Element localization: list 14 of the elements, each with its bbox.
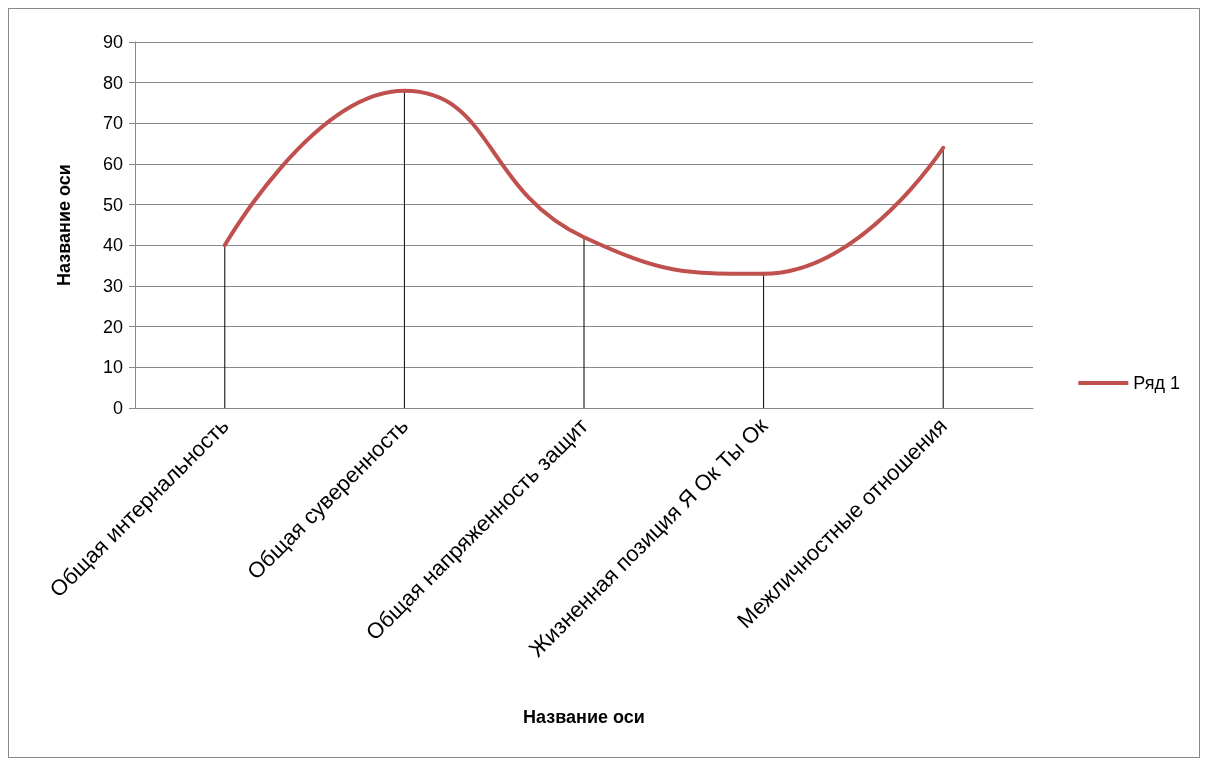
y-tick-label: 70 [102,113,123,134]
y-tick-label: 80 [102,72,123,93]
y-tick-label: 30 [102,276,123,296]
y-tick-label: 40 [102,235,123,256]
y-tick-label: 90 [102,32,123,52]
y-tick-label: 50 [102,194,123,215]
line-series [222,88,946,276]
y-tick-label: 60 [102,154,123,174]
y-tick-label: 20 [102,316,123,337]
legend-label: Ряд 1 [1133,373,1180,393]
x-axis-title: Название оси [523,707,645,727]
y-axis-title: Название оси [54,164,74,286]
y-tick-label: 10 [102,357,123,378]
y-tick-label: 0 [112,398,123,418]
